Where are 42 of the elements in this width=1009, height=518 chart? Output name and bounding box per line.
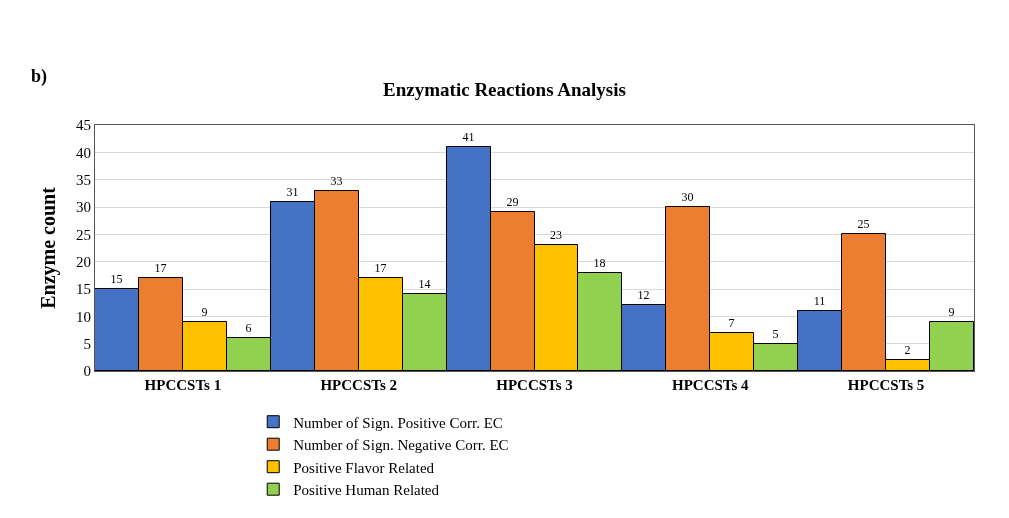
data-label: 9 [948, 304, 955, 319]
data-label: 17 [154, 260, 167, 275]
x-tick-label: HPCCSTs 3 [496, 377, 573, 393]
data-label: 23 [550, 227, 562, 242]
data-label: 18 [593, 255, 606, 270]
x-tick-label: HPCCSTs 2 [320, 377, 397, 393]
data-label: 12 [637, 287, 650, 302]
data-label: 31 [286, 184, 299, 199]
data-label: 17 [374, 260, 387, 275]
y-tick-label: 0 [83, 363, 91, 380]
legend-label: Positive Human Related [293, 482, 440, 499]
y-tick-label: 35 [76, 171, 91, 188]
data-label: 2 [904, 342, 911, 357]
data-label: 29 [506, 194, 519, 209]
data-label: 9 [201, 304, 208, 319]
x-tick-label: HPCCSTs 1 [144, 377, 222, 393]
data-label: 11 [813, 293, 826, 308]
y-tick-label: 45 [76, 117, 91, 134]
data-label: 33 [330, 173, 343, 188]
data-label: 41 [462, 129, 475, 144]
data-label: 6 [245, 320, 252, 335]
data-label: 25 [857, 216, 870, 231]
y-tick-label: 20 [76, 253, 91, 270]
chart-title: Enzymatic Reactions Analysis [383, 79, 626, 101]
data-label: 5 [772, 326, 779, 341]
data-label: 15 [110, 271, 123, 286]
text: b) [31, 66, 48, 87]
y-tick-label: 25 [76, 226, 91, 243]
data-label: 30 [681, 189, 694, 204]
legend-label: Number of Sign. Negative Corr. EC [293, 437, 509, 454]
y-tick-label: 40 [76, 144, 91, 161]
x-tick-label: HPCCSTs 4 [672, 377, 750, 393]
y-tick-label: 5 [83, 335, 91, 352]
data-label: 14 [418, 276, 431, 291]
x-tick-label: HPCCSTs 5 [847, 377, 925, 393]
y-tick-label: 10 [76, 308, 91, 325]
legend-label: Positive Flavor Related [293, 459, 435, 476]
y-tick-label: 30 [76, 199, 91, 216]
y-axis-title: Enzyme count [36, 186, 60, 309]
data-label: 7 [728, 315, 735, 330]
y-tick-label: 15 [76, 281, 91, 298]
legend-label: Number of Sign. Positive Corr. EC [293, 414, 503, 431]
